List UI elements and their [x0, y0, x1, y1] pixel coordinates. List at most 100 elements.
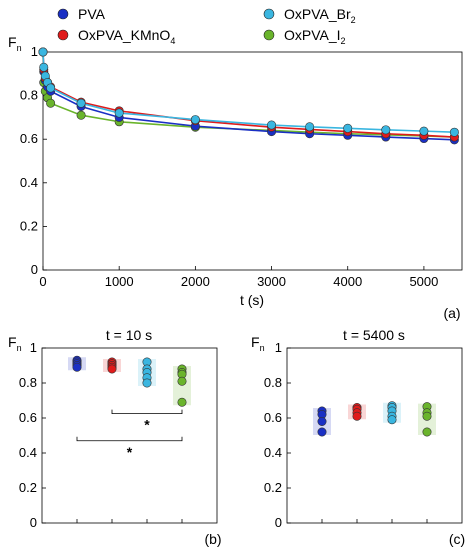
panel-b-ytick-label: 1 [30, 340, 37, 355]
data-point-oxpva-br2 [38, 47, 48, 57]
legend-label-pva: PVA [78, 6, 106, 22]
panel-c-ylabel: Fn [251, 334, 265, 353]
data-point-oxpva-br2 [381, 125, 391, 135]
panel-b-data-point [142, 378, 152, 388]
legend-entry-br2: OxPVA_Br2 [263, 6, 356, 25]
series-oxpva-i2 [38, 47, 459, 142]
panel-c-data-point [422, 411, 432, 421]
data-point-oxpva-i2 [46, 98, 56, 108]
legend-entry-i2: OxPVA_I2 [263, 27, 346, 46]
panel-b-frame [41, 347, 218, 524]
panel-b-significance-star: * [127, 444, 133, 460]
series-line-pva [42, 51, 455, 141]
panel-c-data-point [422, 427, 432, 437]
panel-b-ytick-label: 0 [30, 515, 37, 530]
panel-a-xtick-label: 2000 [181, 274, 210, 289]
panel-b-group-oxpva-i2 [173, 364, 191, 407]
panel-b-data-point [72, 362, 82, 372]
panel-b: t = 10 s Fn (b) 00.20.40.60.81 ** [8, 327, 222, 547]
panel-c-ytick-label: 0.8 [264, 375, 282, 390]
legend: PVA OxPVA_KMnO4 OxPVA_Br2 OxPVA_I2 [57, 6, 356, 46]
panel-a-xtick-label: 5000 [409, 274, 438, 289]
series-line-oxpva-kmno4 [42, 51, 455, 138]
panel-b-ytick-label: 0.4 [19, 445, 37, 460]
legend-label-kmno4: OxPVA_KMnO4 [78, 27, 175, 46]
data-point-oxpva-br2 [114, 108, 124, 118]
legend-marker-i2 [263, 29, 275, 41]
panel-b-group-pva [68, 355, 86, 372]
data-point-oxpva-br2 [46, 83, 56, 93]
panel-b-significance-star: * [144, 417, 150, 433]
data-point-oxpva-br2 [449, 127, 459, 137]
panel-a-ytick-label: 0.8 [20, 88, 38, 103]
series-oxpva-kmno4 [38, 47, 459, 142]
legend-marker-br2 [263, 8, 275, 20]
panel-c: t = 5400 s Fn (c) 0 0.2 0.4 0.6 0.8 1 [251, 327, 465, 547]
legend-label-i2: OxPVA_I2 [284, 27, 346, 46]
panel-c-group-pva [313, 406, 331, 437]
panel-a-ytick-label: 1 [31, 44, 38, 59]
panel-c-data-point [317, 416, 327, 426]
data-point-oxpva-i2 [76, 110, 86, 120]
panel-a-ytick-label: 0 [31, 262, 38, 277]
panel-b-bracket-line [76, 436, 183, 442]
panel-a-ytick-label: 0.6 [20, 131, 38, 146]
panel-a-xtick-label: 1000 [105, 274, 134, 289]
series-line-oxpva-i2 [42, 51, 455, 138]
panel-b-significance-bracket: * [111, 409, 183, 433]
panel-c-ytick-label: 0.4 [264, 445, 282, 460]
panel-a-ylabel: Fn [8, 34, 22, 53]
panel-a-ticks: 0 1000 2000 3000 4000 5000 0 0.2 0.4 0.6 0.8 1 [20, 44, 438, 289]
data-point-oxpva-br2 [39, 62, 49, 72]
panel-c-groups [313, 401, 436, 437]
panel-b-significance-bracket: * [76, 436, 183, 460]
panel-b-group-oxpva-br2 [138, 357, 156, 388]
panel-a-xtick-label: 0 [39, 274, 46, 289]
panel-c-title: t = 5400 s [343, 327, 405, 343]
panel-b-ticks: 0 0.2 0.4 0.6 0.8 1 [19, 340, 183, 530]
panel-c-tag: (c) [449, 531, 465, 547]
data-point-oxpva-br2 [267, 120, 277, 130]
panel-c-data-point [387, 415, 397, 425]
panel-b-groups: ** [68, 355, 191, 460]
panel-b-ylabel: Fn [8, 334, 22, 353]
data-point-oxpva-br2 [305, 122, 315, 132]
data-point-oxpva-br2 [190, 115, 200, 125]
panel-b-data-point [177, 376, 187, 386]
legend-entry-pva: PVA [57, 6, 106, 22]
panel-c-group-oxpva-br2 [383, 401, 401, 425]
legend-marker-pva [57, 8, 69, 20]
panel-b-ytick-label: 0.2 [19, 480, 37, 495]
legend-label-br2: OxPVA_Br2 [284, 6, 356, 25]
panel-c-ytick-label: 0 [275, 515, 282, 530]
data-point-oxpva-br2 [343, 123, 353, 133]
panel-b-data-point [107, 364, 117, 374]
panel-b-title: t = 10 s [106, 327, 152, 343]
panel-c-ytick-label: 1 [275, 340, 282, 355]
panel-c-ytick-label: 0.2 [264, 480, 282, 495]
legend-entry-kmno4: OxPVA_KMnO4 [57, 27, 175, 46]
panel-a-tag: (a) [443, 305, 460, 321]
panel-c-data-point [352, 411, 362, 421]
data-point-oxpva-br2 [76, 98, 86, 108]
panel-b-ytick-label: 0.6 [19, 410, 37, 425]
panel-a-frame [42, 51, 463, 271]
panel-c-group-oxpva-kmno4 [348, 402, 366, 421]
panel-a: Fn t (s) (a) 0 1000 2000 3000 4000 5000 0 0.2 0.… [8, 34, 463, 321]
panel-c-data-point [317, 427, 327, 437]
series-line-oxpva-br2 [42, 51, 455, 134]
panel-b-bracket-line [111, 409, 183, 415]
panel-a-xlabel: t (s) [240, 292, 264, 308]
series-oxpva-br2 [38, 47, 459, 137]
panel-c-ticks: 0 0.2 0.4 0.6 0.8 1 [264, 340, 428, 530]
panel-a-series [38, 47, 459, 145]
panel-a-ytick-label: 0.2 [20, 218, 38, 233]
panel-c-ytick-label: 0.6 [264, 410, 282, 425]
panel-b-group-oxpva-kmno4 [103, 357, 121, 374]
panel-c-group-oxpva-i2 [418, 402, 436, 437]
panel-b-data-point [177, 397, 187, 407]
panel-a-xtick-label: 4000 [333, 274, 362, 289]
panel-c-frame [286, 347, 463, 524]
panel-b-tag: (b) [204, 531, 221, 547]
